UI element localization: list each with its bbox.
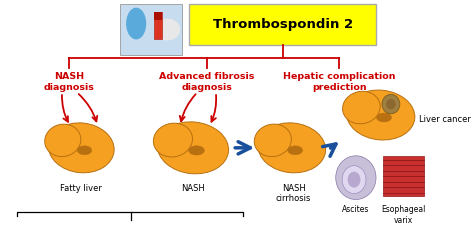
Text: Advanced fibrosis
diagnosis: Advanced fibrosis diagnosis [159, 72, 255, 92]
Ellipse shape [189, 146, 204, 155]
Ellipse shape [126, 8, 146, 40]
Ellipse shape [154, 123, 192, 157]
FancyBboxPatch shape [383, 156, 424, 196]
Ellipse shape [77, 146, 92, 155]
FancyBboxPatch shape [120, 4, 182, 55]
Ellipse shape [48, 123, 114, 173]
Circle shape [382, 94, 400, 114]
Ellipse shape [346, 90, 415, 140]
Text: NASH
diagnosis: NASH diagnosis [44, 72, 95, 92]
Ellipse shape [45, 124, 81, 157]
Ellipse shape [288, 146, 302, 155]
Ellipse shape [347, 172, 360, 188]
Text: Fatty liver: Fatty liver [60, 184, 102, 193]
Ellipse shape [336, 156, 376, 200]
Ellipse shape [376, 113, 392, 122]
Ellipse shape [157, 122, 228, 174]
Text: NASH
cirrhosis: NASH cirrhosis [276, 184, 311, 203]
Text: Esophageal
varix: Esophageal varix [381, 205, 426, 225]
Text: Hepatic complication
prediction: Hepatic complication prediction [283, 72, 396, 92]
Text: NASH: NASH [181, 184, 205, 193]
Bar [155, 12, 162, 40]
Bar [155, 12, 162, 20]
Ellipse shape [254, 124, 292, 157]
Text: Liver cancer: Liver cancer [419, 115, 471, 124]
Ellipse shape [155, 18, 180, 41]
Ellipse shape [258, 123, 326, 173]
Circle shape [386, 99, 396, 109]
FancyBboxPatch shape [189, 4, 376, 46]
Text: Ascites: Ascites [342, 205, 370, 214]
Text: Thrombospondin 2: Thrombospondin 2 [212, 18, 353, 31]
Ellipse shape [343, 91, 380, 124]
Ellipse shape [342, 166, 366, 194]
